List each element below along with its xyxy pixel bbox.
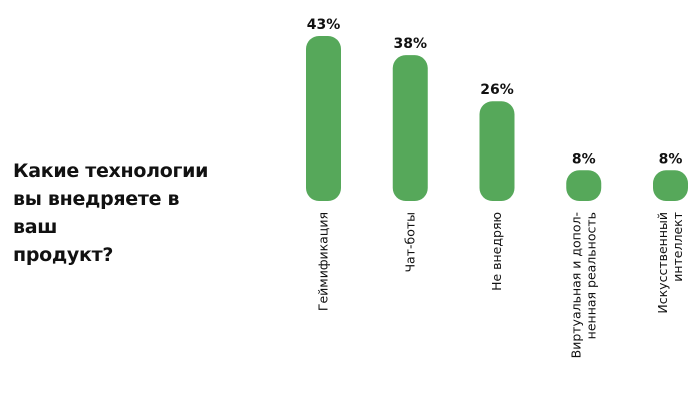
bars-group: [306, 36, 688, 201]
bar-2: [392, 55, 428, 201]
question-line-2: вы внедряете в ваш: [13, 188, 180, 238]
category-label-1-line-1: Геймификация: [316, 212, 331, 311]
category-label-4-line-1: Виртуальная и допол-: [568, 212, 583, 358]
bar-3: [479, 101, 515, 201]
category-labels-group: Геймификация Чат-боты Не внедряю Виртуальна…: [316, 212, 686, 358]
category-label-2-line-1: Чат-боты: [402, 212, 417, 273]
bar-4: [566, 170, 602, 201]
question-line-3: продукт?: [13, 244, 114, 266]
value-label-3: 26%: [480, 82, 514, 98]
value-label-1: 43%: [307, 17, 341, 33]
chart-question-title: Какие технологии вы внедряете в ваш прод…: [13, 157, 228, 269]
category-label-3-line-1: Не внедряю: [489, 212, 504, 291]
category-label-5-line-1: Искусственный: [655, 212, 670, 314]
bar-5: [653, 170, 688, 201]
value-label-5: 8%: [659, 151, 683, 167]
category-label-5-line-2: интеллект: [670, 212, 685, 282]
category-label-4-line-2: ненная реальность: [583, 212, 598, 339]
bar-1: [306, 36, 341, 201]
value-label-4: 8%: [572, 151, 596, 167]
value-labels-group: 43% 38% 26% 8% 8%: [307, 17, 683, 167]
question-line-1: Какие технологии: [13, 160, 209, 182]
value-label-2: 38%: [393, 36, 427, 52]
